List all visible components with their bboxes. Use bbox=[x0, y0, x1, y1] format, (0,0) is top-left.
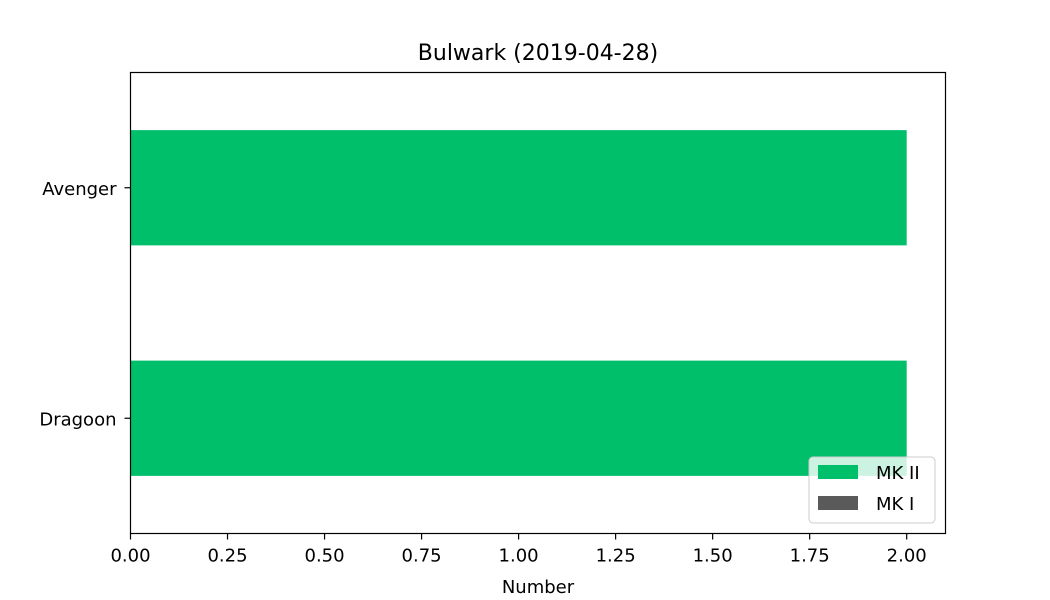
x-tick-label: 0.75 bbox=[402, 546, 442, 567]
y-axis-ticks: Dragoon Avenger bbox=[39, 179, 131, 430]
x-axis-ticks: 0.00 0.25 0.50 0.75 1.00 1.25 1.50 1.75 2.00 bbox=[110, 533, 927, 567]
legend-swatch-mk2 bbox=[818, 465, 858, 479]
x-tick-label: 0.50 bbox=[305, 546, 345, 567]
x-tick-label: 0.25 bbox=[207, 546, 247, 567]
x-tick-label: 1.25 bbox=[596, 546, 636, 567]
legend-swatch-mk1 bbox=[818, 496, 858, 510]
x-tick-label: 1.00 bbox=[499, 546, 539, 567]
y-tick-label-dragoon: Dragoon bbox=[39, 409, 116, 430]
x-axis-label: Number bbox=[502, 577, 575, 598]
bars-group bbox=[130, 130, 907, 476]
legend-label-mk1: MK I bbox=[876, 494, 914, 515]
x-tick-label: 1.75 bbox=[790, 546, 830, 567]
legend: MK II MK I bbox=[808, 456, 936, 524]
x-tick-label: 0.00 bbox=[110, 546, 150, 567]
y-tick-label-avenger: Avenger bbox=[42, 179, 117, 200]
x-tick-label: 1.50 bbox=[693, 546, 733, 567]
x-tick-label: 2.00 bbox=[887, 546, 927, 567]
plot-frame bbox=[129, 71, 947, 535]
bar-avenger-series-0 bbox=[130, 130, 907, 246]
legend-label-mk2: MK II bbox=[876, 463, 920, 484]
bar-dragoon-series-0 bbox=[130, 360, 907, 476]
chart-title: Bulwark (2019-04-28) bbox=[418, 41, 658, 66]
